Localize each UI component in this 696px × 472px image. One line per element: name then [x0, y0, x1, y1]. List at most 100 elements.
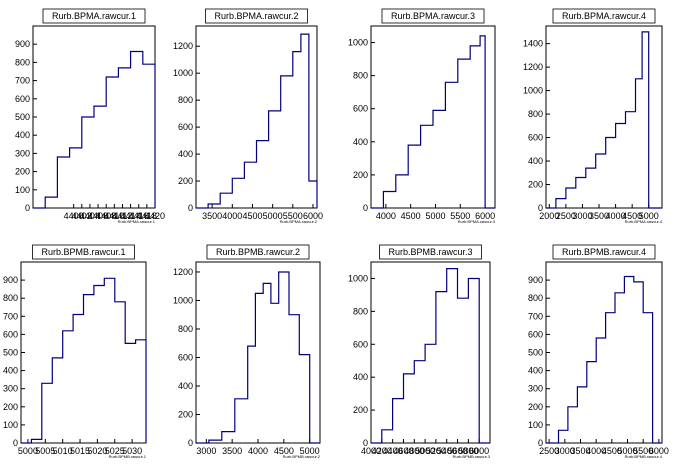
chart-title: Rurb.BPMB.rawcur.2	[216, 247, 300, 257]
y-tick-label: 200	[353, 405, 368, 415]
x-tick-label: 4412	[112, 211, 132, 221]
x-axis-label: Rurb.BPMB.rawcur.4	[625, 454, 663, 459]
x-tick-label: 4416	[129, 211, 149, 221]
plot-frame	[370, 25, 496, 209]
chart-title-box	[205, 8, 308, 24]
histogram-panel: Rurb.BPMA.rawcur.2 0 200 400 600 800 1000 1200 3…	[173, 8, 323, 224]
y-tick-label: 200	[528, 180, 543, 190]
x-tick-label: 5000	[425, 211, 445, 221]
chart-title: Rurb.BPMA.rawcur.4	[562, 11, 646, 21]
y-tick-label: 200	[3, 402, 18, 412]
x-axis-label: Rurb.BPMB.rawcur.1	[109, 454, 147, 459]
y-tick-label: 700	[15, 76, 30, 86]
y-tick-label: 400	[353, 372, 368, 382]
y-tick-label: 300	[15, 148, 30, 158]
y-tick-label: 400	[178, 381, 193, 391]
plot-frame	[370, 261, 491, 444]
y-tick-label: 1400	[523, 39, 543, 49]
x-tick-label: 6000	[469, 446, 489, 456]
chart-title-box	[552, 8, 656, 24]
x-tick-label: 4500	[622, 211, 642, 221]
x-tick-label: 5010	[53, 446, 73, 456]
x-tick-label: 5500	[450, 211, 470, 221]
chart-title-box	[552, 244, 656, 260]
y-tick-label: 300	[528, 384, 543, 394]
x-tick-label: 5600	[448, 446, 468, 456]
y-tick-label: 600	[353, 339, 368, 349]
y-tick-label: 400	[3, 366, 18, 376]
x-tick-label: 4600	[393, 446, 413, 456]
y-tick-label: 900	[15, 39, 30, 49]
x-tick-label: 5500	[633, 446, 653, 456]
x-tick-label: 5025	[105, 446, 125, 456]
y-tick-label: 800	[528, 109, 543, 119]
x-tick-label: 3500	[570, 446, 590, 456]
x-tick-label: 2000	[539, 211, 559, 221]
y-tick-label: 500	[3, 348, 18, 358]
x-tick-label: 4000	[248, 446, 268, 456]
chart-title: Rurb.BPMA.rawcur.1	[52, 11, 136, 21]
x-tick-label: 4000	[586, 446, 606, 456]
x-tick-label: 5800	[458, 446, 478, 456]
x-tick-label: 4800	[404, 446, 424, 456]
x-tick-label: 3500	[222, 446, 242, 456]
x-tick-label: 3000	[572, 211, 592, 221]
y-tick-label: 100	[3, 420, 18, 430]
y-tick-label: 800	[528, 293, 543, 303]
chart-title: Rurb.BPMB.rawcur.4	[562, 247, 646, 257]
y-tick-label: 700	[528, 311, 543, 321]
y-tick-label: 400	[353, 137, 368, 147]
x-axis-label: Rurb.BPMA.rawcur.3	[458, 219, 496, 224]
x-tick-label: 4000	[222, 211, 242, 221]
x-tick-label: 4500	[242, 211, 262, 221]
x-tick-label: 3500	[202, 211, 222, 221]
x-tick-label: 4404	[80, 211, 100, 221]
x-tick-label: 6000	[303, 211, 323, 221]
histogram-panel: Rurb.BPMA.rawcur.1 0 100 200 300 400 500 600 700…	[15, 8, 165, 224]
x-tick-label: 4000	[376, 211, 396, 221]
x-tick-label: 4410	[104, 211, 124, 221]
x-tick-label: 4414	[121, 211, 141, 221]
x-tick-label: 4500	[602, 446, 622, 456]
y-tick-label: 200	[15, 167, 30, 177]
y-tick-label: 0	[363, 203, 368, 213]
chart-title-box	[379, 244, 482, 260]
plot-frame	[20, 261, 147, 444]
chart-title-box	[42, 8, 146, 24]
y-tick-label: 400	[15, 130, 30, 140]
x-tick-label: 4000	[361, 446, 381, 456]
y-tick-label: 600	[528, 133, 543, 143]
x-tick-label: 4000	[606, 211, 626, 221]
y-tick-label: 300	[3, 384, 18, 394]
plot-frame	[195, 261, 321, 444]
y-tick-label: 0	[188, 203, 193, 213]
x-axis-label: Rurb.BPMB.rawcur.3	[453, 454, 491, 459]
chart-title: Rurb.BPMB.rawcur.3	[388, 247, 472, 257]
y-tick-label: 800	[178, 324, 193, 334]
x-tick-label: 3500	[589, 211, 609, 221]
y-tick-label: 1000	[173, 295, 193, 305]
x-axis-label: Rurb.BPMA.rawcur.1	[118, 219, 156, 224]
x-tick-label: 5000	[617, 446, 637, 456]
x-tick-label: 5200	[426, 446, 446, 456]
y-tick-label: 0	[25, 203, 30, 213]
y-tick-label: 600	[178, 122, 193, 132]
y-tick-label: 700	[3, 311, 18, 321]
x-tick-label: 5400	[437, 446, 457, 456]
x-tick-label: 6000	[649, 446, 669, 456]
chart-title-box	[206, 244, 310, 260]
y-tick-label: 1000	[348, 273, 368, 283]
y-tick-label: 200	[353, 170, 368, 180]
x-tick-label: 5000	[263, 211, 283, 221]
y-tick-label: 900	[528, 275, 543, 285]
y-tick-label: 600	[15, 94, 30, 104]
y-tick-label: 0	[188, 438, 193, 448]
histogram-panel: Rurb.BPMB.rawcur.2 0 200 400 600 800 1000 1200 3…	[173, 244, 321, 459]
y-tick-label: 800	[178, 95, 193, 105]
y-tick-label: 900	[3, 275, 18, 285]
y-tick-label: 600	[178, 352, 193, 362]
histogram-panel: Rurb.BPMA.rawcur.3 0 200 400 600 800 1000 4000 4…	[348, 8, 496, 224]
x-tick-label: 4400	[64, 211, 84, 221]
plot-frame	[545, 261, 663, 444]
y-tick-label: 800	[3, 293, 18, 303]
